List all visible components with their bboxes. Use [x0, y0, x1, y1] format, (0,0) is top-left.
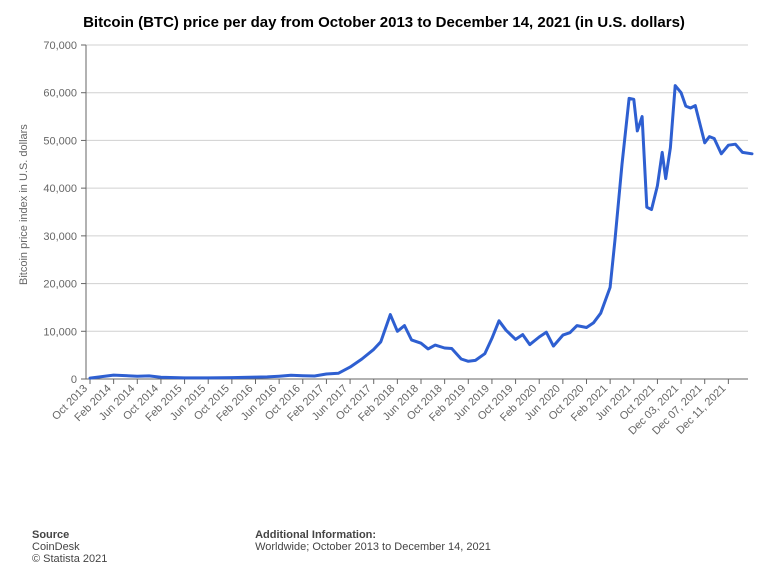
svg-text:30,000: 30,000: [43, 231, 77, 243]
svg-text:60,000: 60,000: [43, 88, 77, 100]
chart-container: { "title": "Bitcoin (BTC) price per day …: [0, 0, 768, 571]
chart-title: Bitcoin (BTC) price per day from October…: [0, 0, 768, 35]
svg-text:20,000: 20,000: [43, 279, 77, 291]
chart-footer: Source CoinDesk © Statista 2021 Addition…: [32, 529, 748, 565]
copyright-text: © Statista 2021: [32, 553, 252, 565]
addl-heading: Additional Information:: [255, 529, 491, 541]
footer-source-col: Source CoinDesk © Statista 2021: [32, 529, 252, 565]
y-axis-label: Bitcoin price index in U.S. dollars: [18, 125, 30, 286]
svg-text:10,000: 10,000: [43, 326, 77, 338]
source-text: CoinDesk: [32, 541, 252, 553]
svg-text:40,000: 40,000: [43, 183, 77, 195]
svg-text:50,000: 50,000: [43, 135, 77, 147]
chart-svg: 0 10,000 20,000 30,000 40,000 50,000 60,000 70,…: [0, 35, 768, 465]
svg-text:0: 0: [71, 374, 77, 386]
source-heading: Source: [32, 529, 252, 541]
svg-text:70,000: 70,000: [43, 40, 77, 52]
plot-area: Bitcoin price index in U.S. dollars 0 10,…: [0, 35, 768, 465]
footer-addl-col: Additional Information: Worldwide; Octob…: [255, 529, 491, 553]
addl-text: Worldwide; October 2013 to December 14, …: [255, 541, 491, 553]
